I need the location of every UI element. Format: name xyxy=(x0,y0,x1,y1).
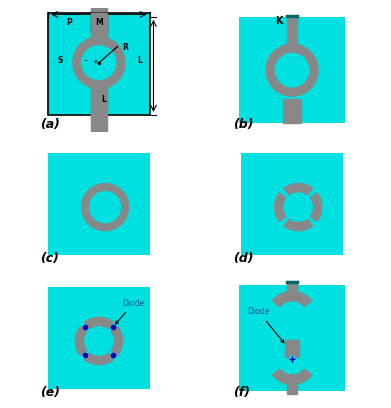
Bar xyxy=(48,153,150,255)
Text: L: L xyxy=(101,95,106,104)
Text: L: L xyxy=(137,56,142,65)
Text: M: M xyxy=(95,18,103,27)
Polygon shape xyxy=(75,326,87,355)
Polygon shape xyxy=(284,220,312,231)
Bar xyxy=(287,282,297,291)
Text: (f): (f) xyxy=(233,386,250,399)
Polygon shape xyxy=(310,193,322,221)
Polygon shape xyxy=(284,184,312,195)
Bar xyxy=(239,18,345,123)
Polygon shape xyxy=(275,193,286,221)
Text: S: S xyxy=(58,56,63,65)
Bar xyxy=(287,384,297,394)
Text: Diode: Diode xyxy=(248,307,284,343)
Circle shape xyxy=(266,44,318,96)
Text: P: P xyxy=(66,18,72,27)
Polygon shape xyxy=(73,37,125,89)
Circle shape xyxy=(82,46,116,80)
Bar xyxy=(91,13,107,115)
Text: R: R xyxy=(122,43,128,52)
Circle shape xyxy=(90,192,120,223)
Bar xyxy=(285,340,299,357)
Text: (d): (d) xyxy=(233,252,254,265)
Circle shape xyxy=(275,53,309,87)
Bar xyxy=(91,8,107,132)
Polygon shape xyxy=(273,291,312,307)
Text: +: + xyxy=(92,59,98,65)
Bar xyxy=(48,287,150,389)
Text: (a): (a) xyxy=(40,118,60,131)
Polygon shape xyxy=(84,353,113,364)
Polygon shape xyxy=(84,317,113,329)
Text: Diode: Diode xyxy=(115,299,145,324)
Bar xyxy=(239,285,345,390)
Circle shape xyxy=(73,37,125,89)
Text: -: - xyxy=(84,55,87,65)
Bar xyxy=(241,153,343,255)
Bar xyxy=(287,16,297,44)
Text: (c): (c) xyxy=(40,252,59,265)
Bar xyxy=(283,99,301,123)
Circle shape xyxy=(82,184,129,231)
Circle shape xyxy=(82,46,116,80)
Circle shape xyxy=(82,46,116,80)
Bar xyxy=(48,13,150,115)
Bar xyxy=(91,13,107,115)
Text: (b): (b) xyxy=(233,118,254,131)
Polygon shape xyxy=(273,369,312,384)
Text: K: K xyxy=(275,16,282,26)
Bar xyxy=(91,18,107,32)
Text: (e): (e) xyxy=(40,386,60,399)
Polygon shape xyxy=(111,326,122,355)
Bar xyxy=(290,357,294,361)
